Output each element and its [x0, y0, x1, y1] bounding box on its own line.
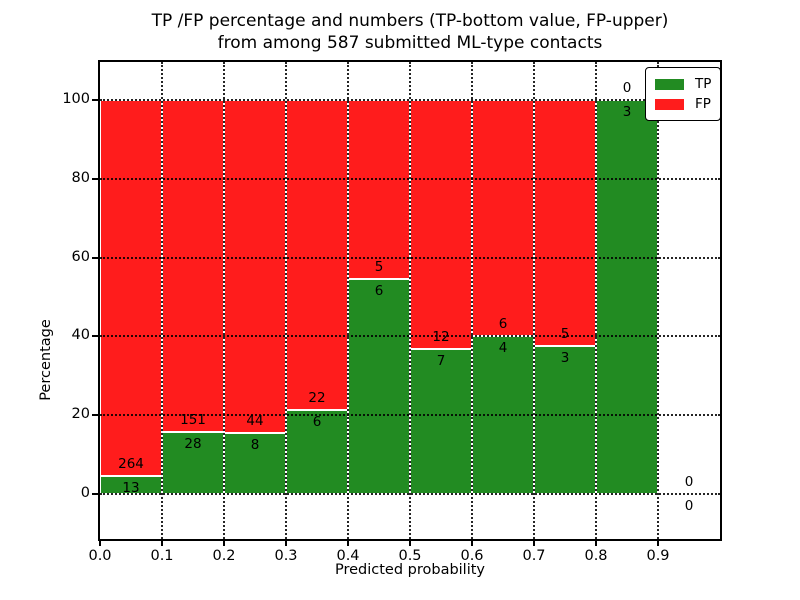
x-tick-mark	[347, 541, 349, 546]
tp-count-label: 0	[684, 498, 694, 515]
fp-legend-swatch	[655, 98, 684, 110]
y-tick-label: 80	[71, 169, 90, 186]
grid-line-y	[100, 256, 720, 259]
grid-line-x	[595, 62, 597, 539]
x-tick-mark	[161, 541, 163, 546]
grid-line-x	[223, 62, 225, 539]
tp-count-label: 6	[374, 283, 384, 300]
legend: TP FP	[645, 67, 722, 121]
tp-count-label: 13	[122, 479, 140, 496]
fp-count-label: 22	[308, 389, 326, 406]
tp-count-label: 7	[436, 352, 446, 369]
tp-count-label: 3	[560, 350, 570, 367]
grid-line-x	[657, 62, 659, 539]
fp-bar	[534, 99, 596, 347]
fp-count-label: 0	[684, 474, 694, 491]
fp-count-label: 151	[180, 412, 206, 429]
x-tick-mark	[99, 541, 101, 546]
fp-count-label: 264	[118, 455, 144, 472]
x-tick-label: 0.5	[398, 548, 422, 564]
chart-title-line1: TP /FP percentage and numbers (TP-bottom…	[151, 11, 669, 31]
grid-line-y	[100, 335, 720, 338]
legend-label: TP	[695, 76, 712, 92]
tp-count-label: 8	[250, 437, 260, 454]
grid-layer	[100, 62, 720, 539]
x-tick-label: 0.2	[212, 548, 236, 564]
legend-label: FP	[695, 96, 711, 112]
legend-row: TP	[655, 74, 711, 94]
y-tick-mark	[92, 414, 98, 417]
grid-line-y	[100, 98, 720, 101]
chart-title: TP /FP percentage and numbers (TP-bottom…	[100, 10, 720, 54]
y-tick-label: 20	[71, 406, 90, 423]
tp-count-label: 6	[312, 413, 322, 430]
plot-area: 264 13 151 28 44 8 22 6 5 6 12 7 6 4 5 3 0 3 0 0 0.0 0.1 0.2 0…	[38, 60, 722, 578]
fp-count-label: 5	[374, 259, 384, 276]
x-tick-label: 0.4	[336, 548, 360, 564]
legend-row: FP	[655, 94, 711, 114]
x-tick-mark	[223, 541, 225, 546]
grid-line-x	[285, 62, 287, 539]
x-tick-mark	[657, 541, 659, 546]
bars-layer	[100, 62, 720, 539]
x-tick-label: 0.0	[88, 548, 112, 564]
fp-count-label: 6	[498, 316, 508, 333]
y-tick-mark	[92, 335, 98, 338]
tp-count-label: 4	[498, 340, 508, 357]
y-tick-label: 0	[80, 485, 90, 502]
fp-bar	[162, 99, 224, 433]
x-tick-label: 0.7	[522, 548, 546, 564]
grid-line-y	[100, 177, 720, 180]
x-tick-label: 0.9	[646, 548, 670, 564]
x-tick-mark	[471, 541, 473, 546]
chart-title-line2: from among 587 submitted ML-type contact…	[217, 33, 603, 53]
tp-legend-swatch	[655, 78, 684, 90]
grid-line-x	[161, 62, 163, 539]
x-tick-mark	[285, 541, 287, 546]
fp-bar	[100, 99, 162, 476]
x-tick-label: 0.6	[460, 548, 484, 564]
y-axis-label: Percentage	[38, 319, 54, 401]
y-tick-label: 100	[62, 90, 90, 107]
y-tick-label: 60	[71, 248, 90, 265]
grid-line-y	[100, 414, 720, 417]
grid-line-y	[100, 493, 720, 496]
value-labels-layer: 264 13 151 28 44 8 22 6 5 6 12 7 6 4 5 3 0 3 0 0	[100, 62, 720, 539]
fp-count-label: 0	[622, 79, 632, 96]
tp-bar	[534, 346, 596, 495]
tp-count-label: 3	[622, 103, 632, 120]
grid-line-x	[347, 62, 349, 539]
x-tick-label: 0.8	[584, 548, 608, 564]
y-tick-mark	[92, 493, 98, 496]
x-tick-label: 0.1	[150, 548, 174, 564]
y-tick-mark	[92, 98, 98, 101]
y-tick-label: 40	[71, 327, 90, 344]
fp-count-label: 12	[432, 328, 450, 345]
x-axis-label: Predicted probability	[334, 562, 486, 578]
y-tick-mark	[92, 177, 98, 180]
ticks-layer: 0.0 0.1 0.2 0.3 0.4 0.5 0.6 0.7 0.8 0.9 0 20 40 60 80 1…	[62, 62, 720, 564]
tp-count-label: 28	[184, 436, 202, 453]
grid-line-x	[533, 62, 535, 539]
x-tick-mark	[409, 541, 411, 546]
x-tick-label: 0.3	[274, 548, 298, 564]
grid-line-x	[409, 62, 411, 539]
grid-line-x	[471, 62, 473, 539]
fp-count-label: 5	[560, 326, 570, 343]
y-tick-mark	[92, 256, 98, 259]
x-tick-mark	[533, 541, 535, 546]
x-tick-mark	[595, 541, 597, 546]
fp-count-label: 44	[246, 413, 264, 430]
